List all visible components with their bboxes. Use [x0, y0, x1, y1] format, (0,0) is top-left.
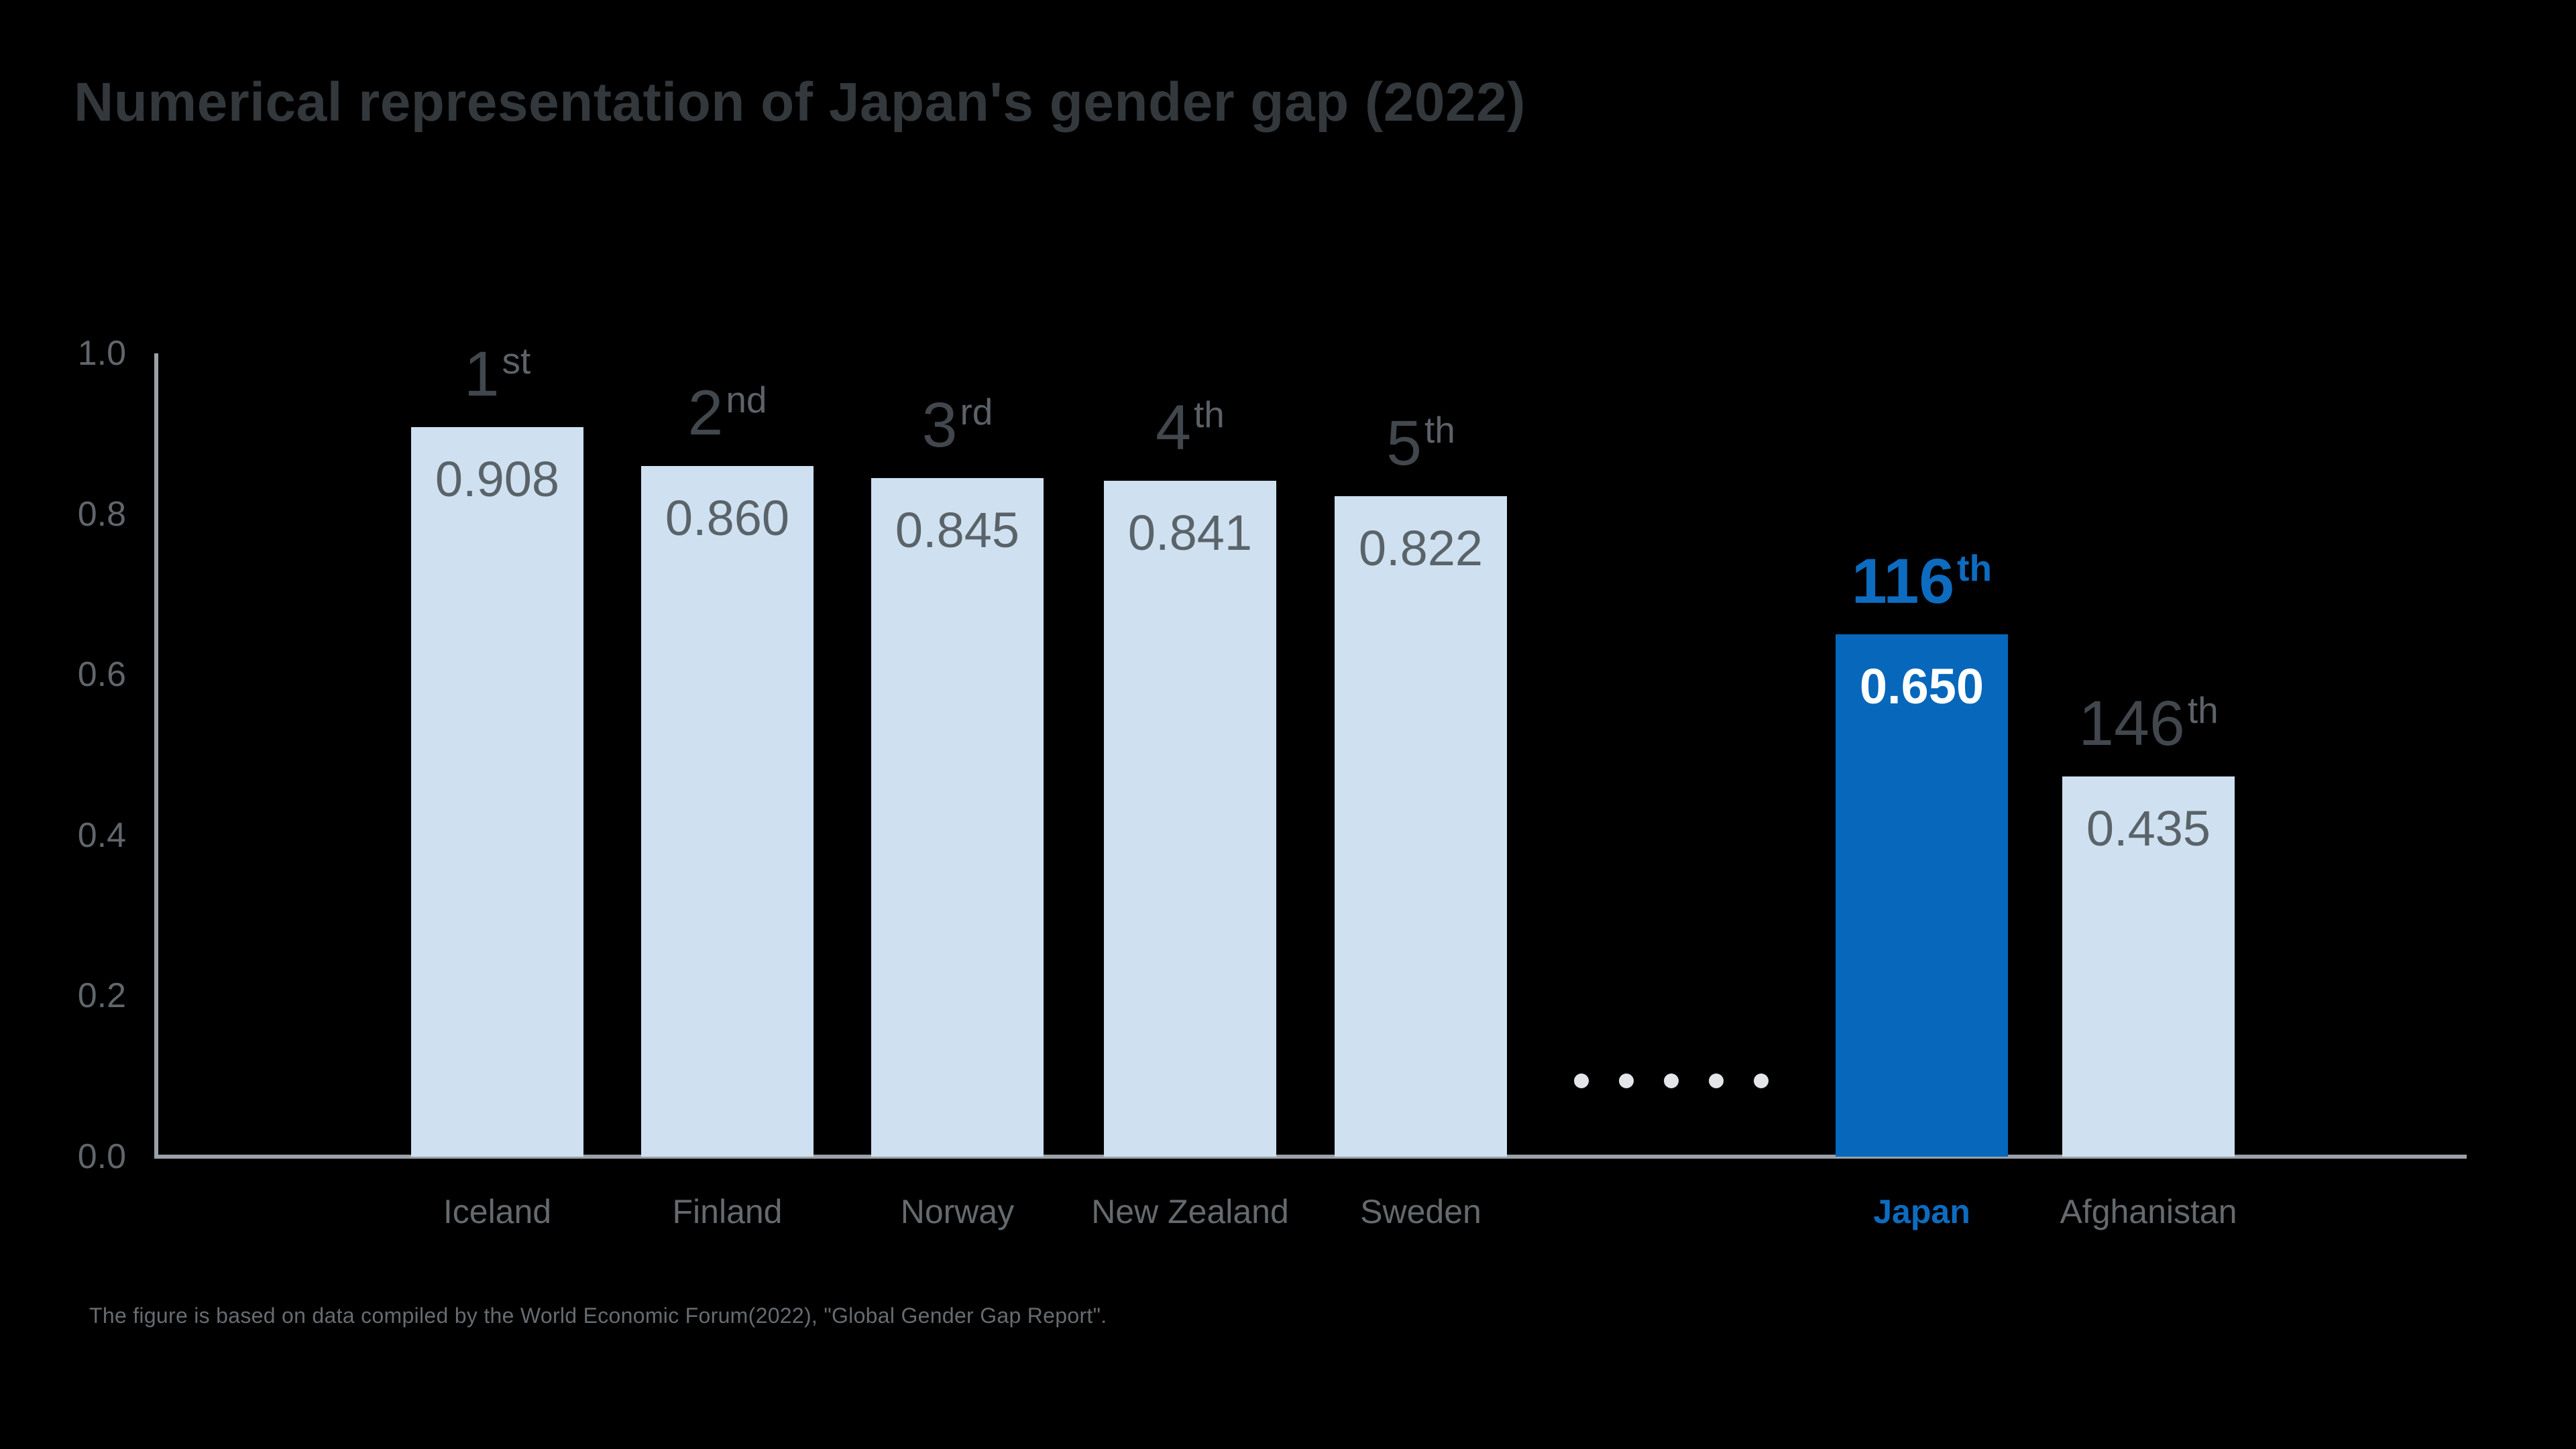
rank-number: 4 [1156, 392, 1191, 463]
rank-number: 116 [1851, 546, 1955, 617]
rank-suffix: rd [960, 391, 993, 432]
rank-suffix: th [2187, 689, 2219, 731]
rank-suffix: nd [726, 379, 767, 420]
chart-title: Numerical representation of Japan's gend… [74, 72, 1526, 133]
ellipsis-dot [1754, 1074, 1769, 1088]
ellipsis-dot [1709, 1074, 1724, 1088]
rank-number: 146 [2078, 688, 2185, 759]
rank-suffix: th [1424, 409, 1455, 451]
bar-value-label-japan: 0.650 [1859, 658, 1984, 714]
x-axis-line [154, 1155, 2467, 1159]
bar-norway [871, 478, 1044, 1157]
bar-value-label-afghanistan: 0.435 [2086, 801, 2211, 856]
rank-number: 2 [687, 378, 724, 449]
y-tick-label: 0.0 [77, 1137, 126, 1176]
rank-number: 5 [1386, 408, 1422, 479]
source-note: The figure is based on data compiled by … [89, 1303, 1107, 1328]
bar-afghanistan [2062, 776, 2235, 1157]
country-label-norway: Norway [900, 1193, 1015, 1230]
bar-japan [1836, 634, 2008, 1157]
rank-label-afghanistan: 146th [1995, 692, 2302, 756]
bar-iceland [411, 427, 583, 1157]
y-tick-label: 0.8 [77, 494, 126, 534]
rank-label-sweden: 5th [1268, 412, 1574, 475]
y-tick-label: 0.2 [77, 976, 126, 1016]
country-label-sweden: Sweden [1360, 1193, 1481, 1230]
ellipsis-dot [1664, 1074, 1679, 1088]
rank-suffix: th [1193, 394, 1225, 435]
rank-label-iceland: 1st [344, 343, 651, 406]
ellipsis-dot [1574, 1074, 1589, 1088]
rank-label-finland: 2nd [574, 382, 881, 445]
rank-label-norway: 3rd [804, 394, 1111, 457]
bar-sweden [1335, 496, 1507, 1157]
y-tick-label: 0.6 [77, 655, 126, 695]
country-label-afghanistan: Afghanistan [2060, 1193, 2237, 1230]
y-tick-label: 0.4 [77, 815, 126, 855]
country-label-finland: Finland [672, 1193, 783, 1230]
rank-suffix: th [1957, 547, 1993, 589]
rank-number: 1 [463, 339, 500, 410]
bar-value-label-sweden: 0.822 [1358, 520, 1483, 576]
y-axis-line [154, 353, 158, 1159]
y-tick-label: 1.0 [77, 334, 126, 373]
rank-number: 3 [921, 390, 958, 461]
bar-finland [641, 466, 814, 1157]
bar-new-zealand [1104, 481, 1276, 1157]
ellipsis-dot [1619, 1074, 1634, 1088]
bar-value-label-norway: 0.845 [895, 502, 1020, 558]
rank-label-japan: 116th [1769, 550, 2075, 614]
bar-value-label-iceland: 0.908 [435, 451, 560, 507]
bar-value-label-new-zealand: 0.841 [1127, 505, 1253, 561]
country-label-iceland: Iceland [443, 1193, 552, 1230]
rank-label-new-zealand: 4th [1037, 396, 1343, 460]
country-label-japan: Japan [1873, 1193, 1970, 1230]
rank-suffix: st [502, 340, 531, 382]
country-label-new-zealand: New Zealand [1091, 1193, 1289, 1230]
bar-value-label-finland: 0.860 [665, 490, 790, 546]
